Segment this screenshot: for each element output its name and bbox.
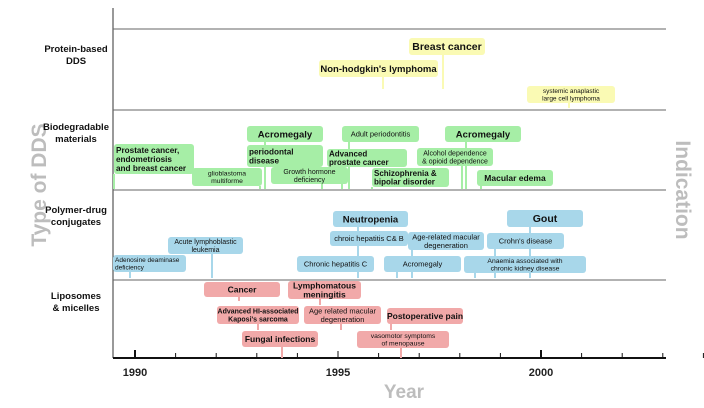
event-box (288, 281, 361, 299)
event-box (507, 210, 583, 227)
event-marker: Macular edema (477, 170, 553, 189)
event-box (387, 308, 463, 324)
event-label: Non-hodgkin's lymphoma (320, 64, 437, 75)
event-label: Crohn's disease (499, 237, 553, 246)
event-box (168, 237, 243, 254)
event-box (330, 231, 408, 246)
event-box (527, 86, 615, 103)
row-label: Polymer-drug conjugates (45, 205, 107, 228)
event-box (114, 144, 194, 174)
x-axis-label: Year (384, 382, 425, 403)
event-label: Advanced HI-associated Kaposi's sarcoma (218, 309, 299, 324)
event-label: Acromegaly (403, 260, 443, 269)
event-label: chroic hepatitis C& B (334, 234, 404, 243)
event-box (445, 126, 521, 142)
row-label: Biodegradable materials (43, 122, 109, 145)
event-box (192, 168, 262, 186)
event-label: Anaemia associated with chronic kidney di… (487, 258, 562, 273)
event-label: Lymphomatous meningitis (293, 280, 356, 299)
event-label: Adenosine deaminase deficiency (115, 257, 180, 271)
event-label: Growth hormone deficiency (283, 169, 335, 184)
event-label: vasomotor symptoms of menopause (371, 333, 436, 348)
event-box (333, 211, 408, 227)
event-label: Acute lymphoblastic leukemia (174, 239, 237, 254)
event-marker: Gout (507, 210, 583, 278)
event-box (327, 149, 407, 167)
event-box (417, 148, 493, 166)
event-box (384, 256, 461, 272)
event-label: Adult periodontitis (351, 130, 411, 139)
event-box (247, 126, 323, 142)
event-label: Cancer (228, 284, 258, 294)
event-box (217, 306, 299, 324)
event-box (297, 256, 374, 272)
row-label: Liposomes & micelles (51, 291, 101, 314)
event-label: systemic anaplastic large cell lymphoma (542, 88, 600, 102)
event-box (319, 60, 438, 77)
event-marker: glioblastoma multiforme (192, 168, 262, 189)
event-label: Neutropenia (343, 214, 399, 225)
event-label: Alcohol dependence & opioid dependence (422, 151, 488, 166)
event-label: Postoperative pain (387, 311, 463, 321)
right-axis-label: Indication (671, 140, 694, 239)
event-marker: Anaemia associated with chronic kidney di… (464, 256, 586, 278)
event-box (271, 167, 348, 184)
event-label: Acromegaly (258, 129, 313, 140)
event-box (304, 306, 381, 324)
event-marker: Postoperative pain (387, 308, 463, 330)
event-box (342, 126, 419, 142)
x-tick-label: 1990 (123, 367, 147, 379)
y-axis-label: Type of DDS (28, 123, 51, 246)
event-marker: Advanced HI-associated Kaposi's sarcoma (217, 306, 299, 330)
event-label: Age-related macular degeneration (412, 232, 480, 249)
event-label: Age related macular degeneration (309, 306, 377, 323)
event-label: Advanced prostate cancer (329, 149, 389, 167)
event-marker: Non-hodgkin's lymphoma (319, 60, 438, 89)
event-marker: vasomotor symptoms of menopause (357, 331, 449, 358)
event-box (477, 170, 553, 186)
event-marker: Adenosine deaminase deficiency (113, 255, 186, 278)
event-marker: Acute lymphoblastic leukemia (168, 237, 243, 278)
event-marker: Lymphomatous meningitis (288, 280, 361, 305)
event-marker: systemic anaplastic large cell lymphoma (527, 86, 615, 108)
event-marker: Chronic hepatitis C (297, 256, 374, 278)
event-marker: periodontal disease (247, 145, 323, 189)
event-marker: Age related macular degeneration (304, 306, 381, 330)
event-box (372, 168, 449, 187)
event-marker: Breast cancer (409, 38, 485, 89)
event-label: Acromegaly (456, 129, 511, 140)
event-marker: Prostate cancer, endometriosis and breast … (113, 144, 194, 189)
event-box (113, 255, 186, 272)
event-label: Prostate cancer, endometriosis and breast … (116, 146, 187, 173)
event-marker: Advanced prostate cancer (327, 149, 407, 189)
event-box (487, 233, 564, 249)
event-box (464, 256, 586, 273)
event-box (409, 38, 485, 55)
event-label: glioblastoma multiforme (208, 171, 246, 186)
event-marker: Schizophrenia & bipolar disorder (371, 168, 449, 189)
event-label: Chronic hepatitis C (304, 260, 368, 269)
event-box (242, 331, 318, 347)
event-label: Schizophrenia & bipolar disorder (374, 169, 437, 187)
event-marker: Growth hormone deficiency (271, 167, 348, 189)
event-box (408, 232, 484, 250)
event-label: Gout (533, 213, 558, 225)
event-label: Macular edema (484, 173, 546, 183)
event-marker: Fungal infections (242, 331, 318, 358)
event-marker: Alcohol dependence & opioid dependence (417, 148, 493, 189)
event-box (357, 331, 449, 348)
event-box (204, 282, 280, 297)
row-label: Protein-based DDS (44, 44, 108, 67)
event-label: Fungal infections (245, 334, 316, 344)
event-box (247, 145, 323, 167)
x-tick-label: 1995 (326, 367, 350, 379)
event-label: periodontal disease (249, 147, 294, 165)
event-marker: Cancer (204, 282, 280, 301)
x-tick-label: 2000 (529, 367, 553, 379)
event-label: Breast cancer (412, 41, 481, 53)
event-marker: Acromegaly (384, 256, 461, 278)
